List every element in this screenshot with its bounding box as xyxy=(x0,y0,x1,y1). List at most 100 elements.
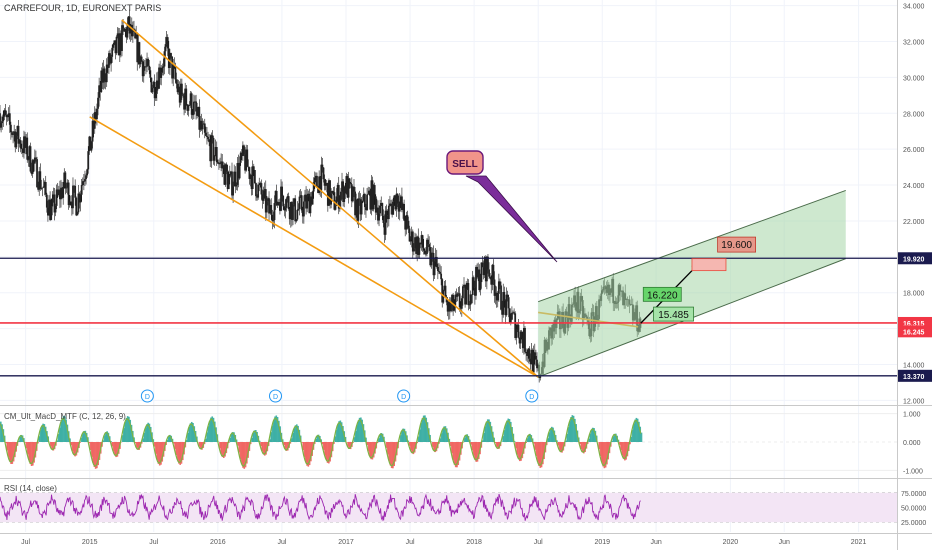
rsi-tick-label: 75.0000 xyxy=(901,491,926,498)
price-candle xyxy=(108,53,110,68)
price-candle xyxy=(90,141,93,151)
price-candle xyxy=(384,210,387,235)
price-candle xyxy=(25,137,28,148)
macd-histogram-bar xyxy=(193,426,196,442)
price-candle xyxy=(444,285,447,298)
price-candle xyxy=(430,252,433,266)
price-candle xyxy=(308,193,311,214)
time-tick-label: Jul xyxy=(277,539,286,546)
macd-histogram-bar xyxy=(457,442,460,465)
macd-histogram-bar xyxy=(167,436,170,442)
price-candle xyxy=(343,186,346,202)
price-candle xyxy=(481,262,484,268)
dividend-marker xyxy=(140,389,154,403)
price-candle xyxy=(329,180,331,205)
price-candle xyxy=(189,93,192,106)
price-candle xyxy=(397,203,400,212)
price-candle xyxy=(97,97,99,109)
price-candle xyxy=(489,276,492,278)
price-candle xyxy=(47,207,49,216)
price-candle xyxy=(332,190,335,193)
macd-histogram-bar xyxy=(211,416,214,442)
macd-histogram-bar xyxy=(220,442,223,454)
price-candle xyxy=(271,214,274,221)
price-candle xyxy=(111,47,114,57)
price-candle xyxy=(199,120,202,130)
price-candle xyxy=(423,250,426,254)
price-candle xyxy=(67,182,70,206)
price-candle xyxy=(513,312,516,314)
macd-histogram-bar xyxy=(269,439,271,442)
macd-histogram-bar xyxy=(294,425,297,442)
price-candle xyxy=(7,113,10,116)
macd-histogram-bar xyxy=(190,421,193,442)
price-candle xyxy=(387,205,390,220)
macd-histogram-bar xyxy=(394,442,397,462)
price-candle xyxy=(6,115,9,118)
macd-histogram-bar xyxy=(137,442,139,450)
macd-histogram-bar xyxy=(219,442,221,449)
price-candle xyxy=(114,40,117,54)
macd-histogram-bar xyxy=(611,440,613,442)
price-candle xyxy=(502,291,505,315)
price-candle xyxy=(287,196,290,209)
macd-histogram-bar xyxy=(43,424,46,442)
macd-histogram-bar xyxy=(289,442,292,444)
macd-histogram-bar xyxy=(636,418,639,442)
macd-histogram-bar xyxy=(324,442,326,456)
macd-histogram-bar xyxy=(14,442,16,458)
macd-histogram-bar xyxy=(284,442,287,449)
price-candle xyxy=(465,289,468,305)
macd-histogram-bar xyxy=(213,421,216,442)
price-candle xyxy=(43,182,46,187)
macd-indicator-label[interactable]: CM_Ult_MacD_MTF (C, 12, 26, 9) xyxy=(4,412,126,421)
macd-histogram-bar xyxy=(398,441,401,442)
price-candle xyxy=(226,171,229,190)
price-candle xyxy=(30,171,33,174)
macd-histogram-bar xyxy=(73,442,75,455)
price-candle xyxy=(91,120,94,142)
macd-histogram-bar xyxy=(533,442,535,444)
macd-histogram-bar xyxy=(439,438,442,442)
macd-histogram-bar xyxy=(547,438,549,442)
price-candle xyxy=(285,198,288,208)
macd-histogram-bar xyxy=(356,425,358,442)
macd-histogram-bar xyxy=(325,442,328,461)
price-candle xyxy=(121,25,123,51)
price-candle xyxy=(203,123,206,133)
price-candle xyxy=(60,187,62,200)
price-candle xyxy=(248,167,251,179)
macd-histogram-bar xyxy=(239,442,242,459)
macd-histogram-bar xyxy=(175,442,178,456)
price-candle xyxy=(233,171,236,187)
macd-histogram-bar xyxy=(176,442,179,461)
rsi-indicator-label[interactable]: RSI (14, close) xyxy=(4,484,57,493)
price-candle xyxy=(299,195,302,197)
macd-histogram-bar xyxy=(278,420,280,442)
price-candle xyxy=(405,215,408,230)
price-candle xyxy=(306,196,309,209)
macd-histogram-bar xyxy=(561,442,563,453)
price-candle xyxy=(256,196,258,198)
price-candle xyxy=(441,279,444,303)
price-candle xyxy=(379,205,382,214)
price-candle xyxy=(40,187,43,189)
price-candle xyxy=(170,53,172,57)
price-candle xyxy=(198,106,201,130)
macd-histogram-bar xyxy=(485,421,488,442)
price-candle xyxy=(175,79,178,84)
macd-histogram-bar xyxy=(348,442,351,449)
price-candle xyxy=(131,28,134,37)
price-candle xyxy=(206,135,208,137)
price-candle xyxy=(519,331,522,344)
macd-histogram-bar xyxy=(144,427,147,442)
price-tick-label: 28.000 xyxy=(903,111,925,118)
price-candle xyxy=(279,202,281,211)
price-candle xyxy=(428,244,431,248)
price-candle xyxy=(3,110,6,117)
macd-histogram-bar xyxy=(80,437,83,442)
price-tick-label: 26.000 xyxy=(903,147,925,154)
price-candle xyxy=(237,163,240,179)
price-candle xyxy=(439,271,441,274)
symbol-title[interactable]: CARREFOUR, 1D, EURONEXT PARIS xyxy=(4,3,162,13)
